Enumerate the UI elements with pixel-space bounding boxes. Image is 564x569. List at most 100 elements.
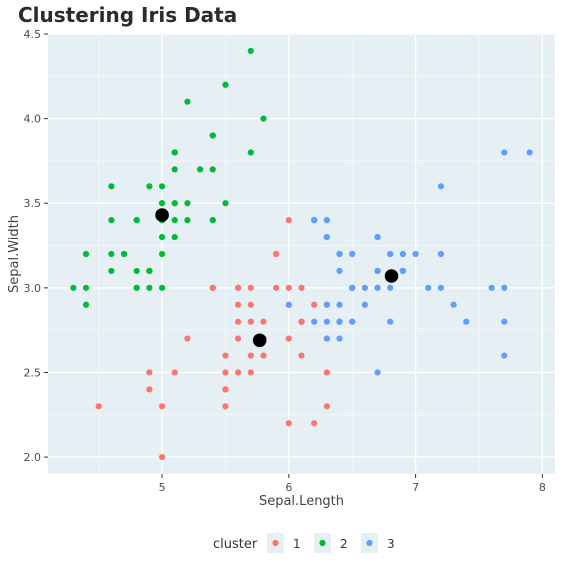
chart-title: Clustering Iris Data [18, 3, 237, 27]
data-point [323, 217, 330, 224]
y-tick-label: 3.5 [24, 197, 42, 210]
data-point [222, 369, 229, 376]
data-point [273, 284, 280, 291]
data-point [437, 183, 445, 190]
data-point [82, 284, 90, 291]
data-point [285, 301, 292, 308]
data-point [374, 284, 381, 291]
data-point [108, 217, 115, 224]
legend-item-label: 3 [387, 537, 395, 551]
data-point [171, 149, 178, 156]
data-point [82, 301, 90, 308]
data-point [349, 250, 356, 258]
y-tick-label: 3.0 [24, 282, 42, 295]
x-tick-label: 6 [285, 481, 292, 494]
data-point [501, 352, 508, 359]
legend-key-point [319, 539, 326, 547]
data-point [247, 47, 254, 55]
x-tick-label: 5 [159, 481, 166, 494]
data-point [158, 250, 166, 258]
data-point [387, 250, 394, 258]
data-point [412, 250, 419, 258]
data-point [235, 335, 242, 342]
data-point [133, 267, 140, 275]
data-point [425, 284, 432, 291]
data-point [387, 318, 394, 325]
data-point [209, 166, 216, 173]
data-point [336, 335, 343, 342]
data-point [463, 318, 470, 325]
data-point [387, 284, 394, 291]
data-point [298, 352, 305, 359]
centroids [155, 208, 399, 348]
data-point [146, 386, 153, 393]
data-point [437, 250, 445, 258]
data-point [501, 284, 508, 291]
data-point [361, 301, 368, 308]
legend-key-point [366, 539, 373, 547]
data-point [184, 217, 191, 224]
data-point [247, 369, 254, 376]
data-point [235, 369, 242, 376]
data-point [82, 250, 90, 258]
data-point [298, 284, 305, 291]
data-point [399, 250, 406, 258]
y-tick-label: 2.5 [24, 366, 42, 379]
data-point [108, 267, 115, 275]
centroid-point [384, 269, 399, 283]
data-point [171, 233, 178, 241]
data-point [501, 318, 508, 325]
data-point [133, 284, 140, 291]
data-point [336, 250, 343, 258]
data-point [336, 318, 343, 325]
data-point [285, 420, 292, 427]
centroid-point [155, 208, 169, 222]
data-point [146, 267, 153, 275]
legend-item-2: 2 [314, 533, 348, 553]
data-point [171, 200, 178, 207]
data-point [247, 301, 254, 308]
data-point [311, 301, 318, 308]
data-point [374, 267, 381, 275]
data-point [184, 335, 191, 342]
data-point [158, 200, 166, 207]
data-point [247, 284, 254, 291]
data-point [158, 453, 166, 461]
data-point [260, 352, 267, 359]
data-point [323, 403, 330, 410]
data-point [323, 233, 330, 241]
legend: cluster 1 2 3 [213, 533, 395, 553]
data-point [120, 250, 128, 258]
data-point [323, 369, 330, 376]
data-point [209, 217, 216, 224]
data-point [273, 250, 280, 258]
data-point [323, 301, 330, 308]
data-point [158, 284, 166, 291]
data-point [450, 301, 457, 308]
x-tick-label: 8 [539, 481, 546, 494]
data-point [209, 132, 216, 139]
data-point [349, 318, 356, 325]
data-point [184, 200, 191, 207]
data-point [222, 200, 229, 207]
series-3 [285, 149, 533, 376]
data-point [171, 166, 178, 173]
data-point [260, 318, 267, 325]
data-point [437, 284, 445, 291]
data-point [311, 420, 318, 427]
legend-key-point [272, 539, 279, 547]
series-1 [95, 217, 330, 461]
data-point [336, 267, 343, 275]
data-point [171, 217, 178, 224]
data-point [158, 233, 166, 241]
data-point [222, 81, 229, 88]
legend-item-3: 3 [361, 533, 395, 553]
data-point [285, 217, 292, 224]
legend-item-1: 1 [267, 533, 301, 553]
y-tick-label: 4.0 [24, 113, 42, 126]
data-point [146, 369, 153, 376]
data-point [222, 386, 229, 393]
data-point [133, 217, 140, 224]
